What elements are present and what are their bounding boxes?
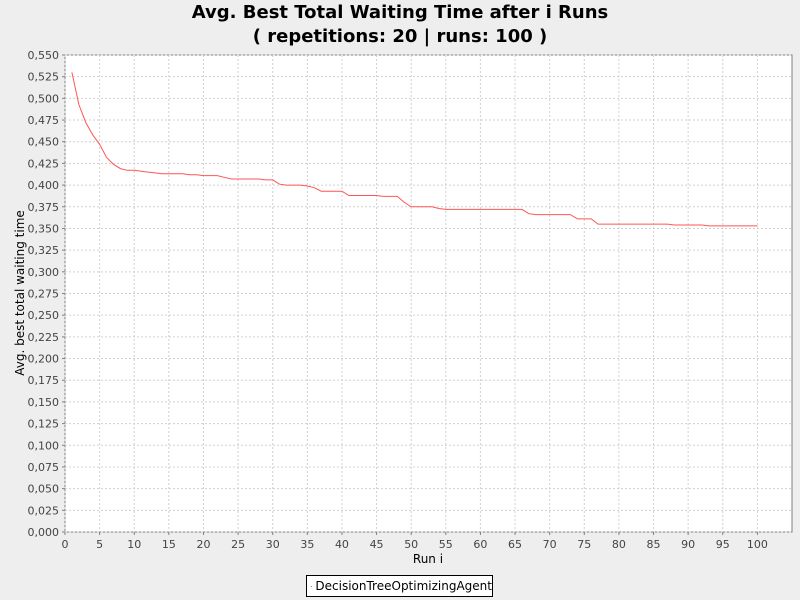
chart-subtitle: ( repetitions: 20 | runs: 100 ) xyxy=(252,26,548,47)
y-tick-label: 0,075 xyxy=(28,461,60,474)
y-tick-label: 0,150 xyxy=(28,396,60,409)
x-tick-label: 95 xyxy=(716,538,730,551)
x-tick-label: 15 xyxy=(162,538,176,551)
y-tick-label: 0,225 xyxy=(28,331,60,344)
x-tick-label: 85 xyxy=(647,538,661,551)
x-tick-label: 50 xyxy=(404,538,418,551)
x-tick-label: 20 xyxy=(196,538,210,551)
y-tick-label: 0,300 xyxy=(28,266,60,279)
x-tick-label: 35 xyxy=(300,538,314,551)
y-tick-label: 0,450 xyxy=(28,136,60,149)
y-tick-label: 0,025 xyxy=(28,504,60,517)
y-tick-label: 0,425 xyxy=(28,157,60,170)
y-axis-label: Avg. best total waiting time xyxy=(13,210,27,376)
y-tick-label: 0,525 xyxy=(28,71,60,84)
x-tick-label: 45 xyxy=(370,538,384,551)
x-tick-label: 60 xyxy=(473,538,487,551)
y-tick-label: 0,475 xyxy=(28,114,60,127)
grid-lines xyxy=(64,54,792,533)
series-line xyxy=(71,72,758,227)
y-tick-label: 0,400 xyxy=(28,179,60,192)
axes: 0 5 10 15 20 25 30 35 40 45 50 55 60 65 70 75 80 85 90 95 10… xyxy=(28,49,768,551)
x-tick-label: 75 xyxy=(577,538,591,551)
chart-title: Avg. Best Total Waiting Time after i Run… xyxy=(191,2,609,23)
x-tick-label: 25 xyxy=(231,538,245,551)
y-tick-label: 0,550 xyxy=(28,49,60,62)
x-tick-label: 80 xyxy=(612,538,626,551)
x-tick-label: 30 xyxy=(266,538,280,551)
x-tick-label: 5 xyxy=(96,538,103,551)
y-tick-label: 0,325 xyxy=(28,244,60,257)
y-tick-label: 0,050 xyxy=(28,483,60,496)
x-axis-label: Run i xyxy=(413,552,443,566)
x-tick-label: 40 xyxy=(335,538,349,551)
legend: DecisionTreeOptimizingAgent xyxy=(306,575,493,597)
x-tick-label: 100 xyxy=(747,538,768,551)
y-tick-label: 0,175 xyxy=(28,374,60,387)
x-tick-label: 0 xyxy=(62,538,69,551)
y-tick-label: 0,250 xyxy=(28,309,60,322)
y-tick-label: 0,125 xyxy=(28,418,60,431)
y-tick-label: 0,200 xyxy=(28,353,60,366)
x-tick-label: 70 xyxy=(543,538,557,551)
y-tick-label: 0,100 xyxy=(28,439,60,452)
x-tick-label: 65 xyxy=(508,538,522,551)
x-tick-label: 90 xyxy=(681,538,695,551)
y-tick-label: 0,000 xyxy=(28,526,60,539)
y-tick-label: 0,275 xyxy=(28,288,60,301)
y-tick-label: 0,375 xyxy=(28,201,60,214)
y-tick-label: 0,350 xyxy=(28,222,60,235)
x-tick-label: 10 xyxy=(127,538,141,551)
x-tick-label: 55 xyxy=(439,538,453,551)
y-tick-label: 0,500 xyxy=(28,92,60,105)
series-layer xyxy=(71,72,758,227)
legend-label: DecisionTreeOptimizingAgent xyxy=(315,579,492,593)
